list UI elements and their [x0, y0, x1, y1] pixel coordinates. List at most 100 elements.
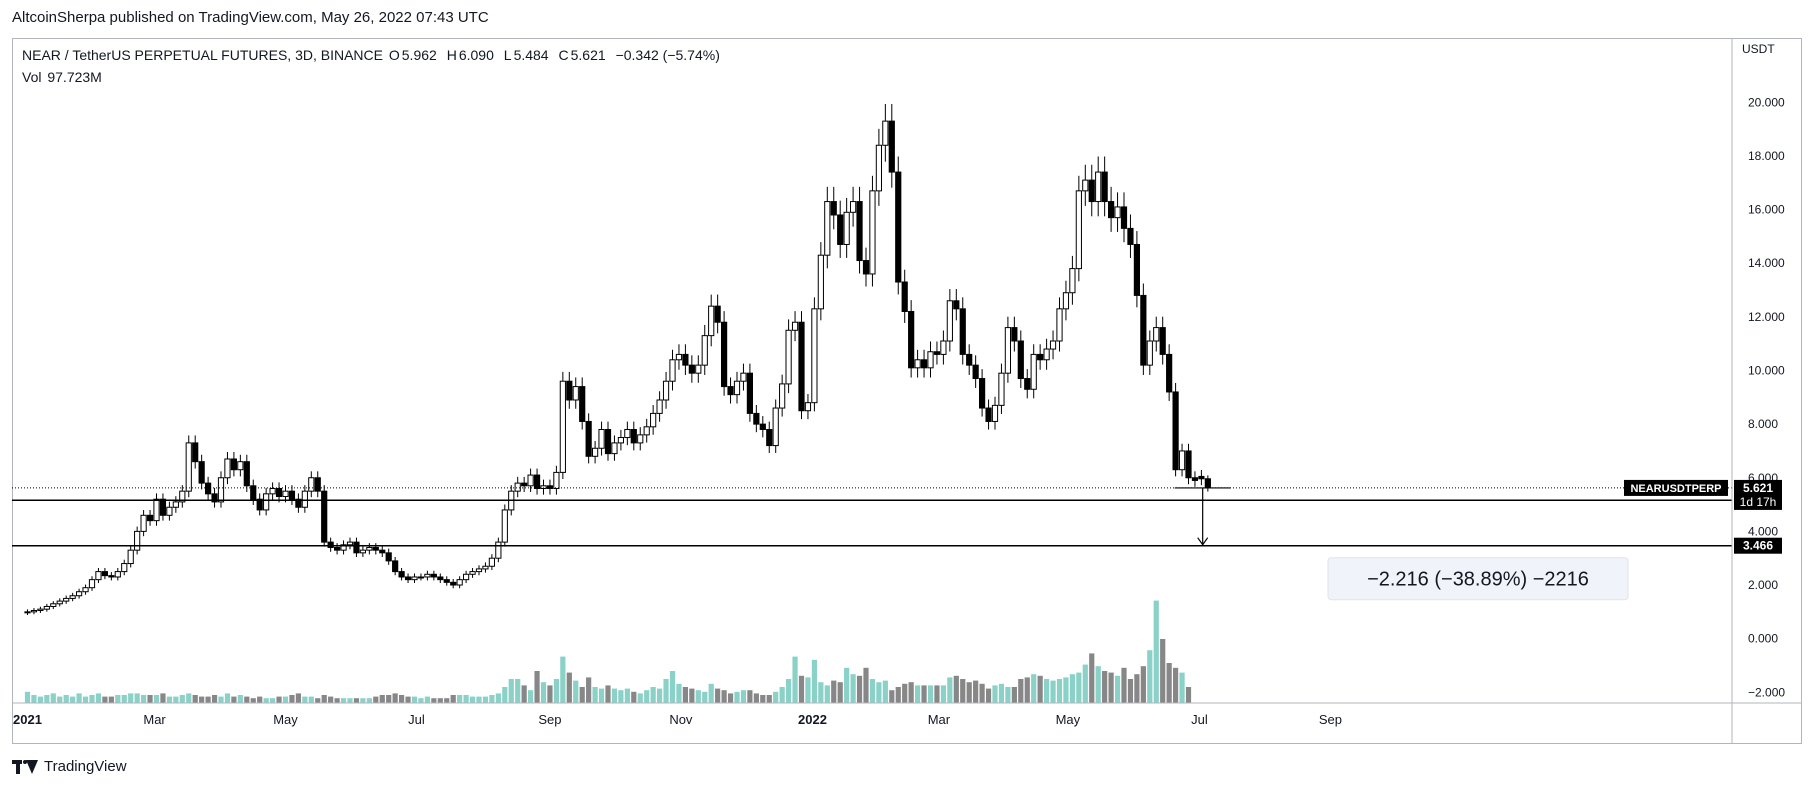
- candle-down: [437, 576, 444, 581]
- price-tick-label: 18.000: [1748, 149, 1785, 163]
- volume-bar: [566, 672, 572, 703]
- candle-down: [205, 482, 212, 495]
- candle-up: [540, 485, 547, 489]
- candle-down: [321, 490, 328, 543]
- volume-bar: [605, 685, 611, 703]
- candle-down: [230, 458, 238, 471]
- measure-arrowhead-icon: [1197, 537, 1209, 546]
- candle-up: [1146, 340, 1153, 366]
- candle-down: [1172, 391, 1179, 471]
- volume-bar: [650, 687, 656, 703]
- volume-bar: [560, 656, 566, 703]
- volume-bar: [856, 675, 863, 703]
- volume-bar: [373, 696, 379, 703]
- candle-down: [1011, 327, 1018, 342]
- volume-bar: [798, 675, 805, 703]
- candle-up: [572, 386, 579, 401]
- chart-legend: NEAR / TetherUS PERPETUAL FUTURES, 3D, B…: [22, 44, 722, 88]
- candle-up: [217, 477, 225, 503]
- volume-bar: [224, 693, 231, 703]
- time-tick-label: Nov: [669, 712, 693, 727]
- candle-down: [1024, 378, 1031, 390]
- last-price-label: 5.621: [1743, 481, 1773, 495]
- candle-down: [901, 281, 908, 313]
- candle-up: [804, 402, 812, 412]
- candle-up: [153, 498, 160, 522]
- volume-bar: [399, 695, 405, 703]
- candle-up: [998, 372, 1005, 406]
- volume-bar: [1173, 667, 1179, 703]
- candle-up: [624, 428, 631, 439]
- volume-bar: [992, 685, 998, 703]
- volume-bar: [966, 682, 972, 703]
- candle-down: [746, 372, 753, 414]
- candle-down: [1133, 243, 1141, 296]
- candle-down: [101, 571, 109, 577]
- candle-up: [50, 603, 57, 607]
- candle-down: [404, 576, 412, 581]
- candle-down: [314, 477, 321, 492]
- volume-bar: [1056, 679, 1063, 703]
- footer-brand[interactable]: TradingView: [12, 758, 127, 775]
- candle-down: [198, 461, 205, 484]
- candle-up: [127, 549, 134, 565]
- price-chart[interactable]: NEARUSDTPERP −2.216 (−38.89%) −2216 USDT 20…: [12, 38, 1802, 744]
- volume-bar: [934, 685, 940, 703]
- volume-bar: [366, 698, 372, 703]
- candle-down: [1191, 477, 1199, 481]
- candle-up: [269, 487, 276, 495]
- volume-bar: [315, 698, 321, 703]
- candle-down: [430, 573, 437, 578]
- volume-bar: [1095, 666, 1101, 703]
- candle-down: [856, 201, 863, 262]
- candle-down: [1159, 327, 1166, 355]
- price-tick-label: 16.000: [1748, 203, 1785, 217]
- candle-up: [95, 571, 102, 581]
- candle-down: [327, 541, 334, 548]
- volume-bar: [740, 690, 747, 703]
- volume-bar: [476, 696, 482, 703]
- volume-bar: [869, 679, 876, 703]
- candle-up: [263, 493, 270, 511]
- volume-bar: [108, 696, 114, 703]
- candle-down: [714, 305, 721, 323]
- legend-close-value: 5.621: [570, 47, 606, 63]
- volume-bar: [82, 696, 89, 703]
- volume-bar: [489, 695, 495, 703]
- volume-bar: [1082, 664, 1088, 703]
- volume-bar: [328, 696, 334, 703]
- volume-bar: [270, 698, 276, 703]
- candle-down: [688, 364, 695, 374]
- volume-bar: [250, 698, 256, 703]
- volume-bar: [1166, 663, 1172, 703]
- volume-bar: [831, 680, 837, 703]
- time-tick-label: May: [1056, 712, 1081, 727]
- candle-up: [76, 591, 83, 597]
- candle-down: [908, 311, 915, 369]
- candle-up: [1049, 340, 1057, 350]
- level-price-label: 3.466: [1743, 539, 1773, 553]
- legend-change: −0.342 (−5.74%): [615, 47, 720, 63]
- candle-up: [850, 201, 857, 213]
- volume-bar: [663, 679, 669, 703]
- volume-bar: [179, 695, 185, 703]
- price-tick-label: 8.000: [1748, 417, 1778, 431]
- volume-bar: [985, 688, 992, 703]
- candle-up: [114, 571, 121, 578]
- price-tick-label: 2.000: [1748, 578, 1778, 592]
- candle-down: [521, 482, 528, 487]
- volume-bar: [186, 693, 192, 703]
- volume-bar: [940, 685, 946, 703]
- price-tick-label: 12.000: [1748, 310, 1785, 324]
- volume-bar: [747, 690, 753, 703]
- volume-bar: [521, 685, 527, 703]
- candle-up: [346, 541, 354, 546]
- candle-up: [166, 506, 173, 516]
- candle-up: [1069, 268, 1076, 294]
- volume-bar: [837, 682, 843, 703]
- time-tick-label: Jul: [1191, 712, 1208, 727]
- volume-bar: [876, 682, 882, 703]
- candle-down: [766, 428, 773, 447]
- legend-symbol: NEAR / TetherUS PERPETUAL FUTURES, 3D, B…: [22, 47, 383, 63]
- legend-high-label: H: [446, 47, 457, 63]
